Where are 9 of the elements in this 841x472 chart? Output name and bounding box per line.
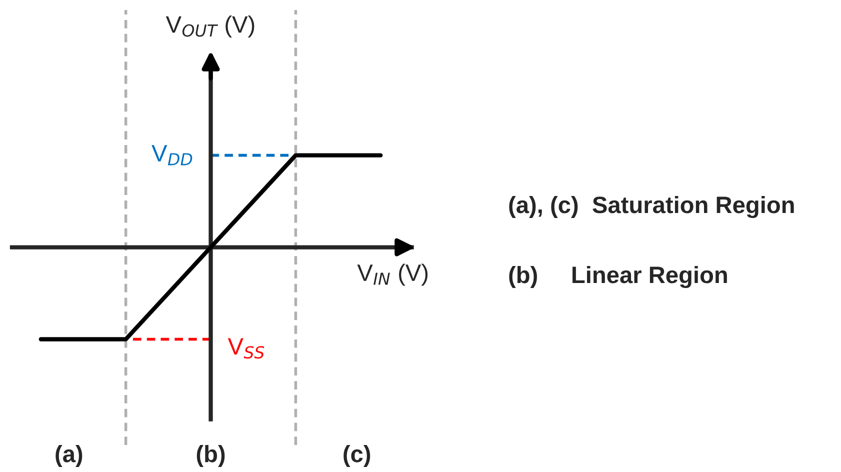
text: (c) xyxy=(344,445,370,468)
ref-line-label: V$_{DD}$ xyxy=(152,145,192,166)
y-axis-title: V$_{OUT}$ (V) xyxy=(166,16,254,38)
text: (a) xyxy=(56,445,82,468)
x-axis-title: V$_{IN}$ (V) xyxy=(357,264,428,286)
ref-line-label: V$_{SS}$ xyxy=(228,338,264,359)
text: (b) Linear Region xyxy=(509,266,727,288)
text: (b) xyxy=(196,445,225,468)
text: (a), (c) Saturation Region xyxy=(509,196,794,218)
